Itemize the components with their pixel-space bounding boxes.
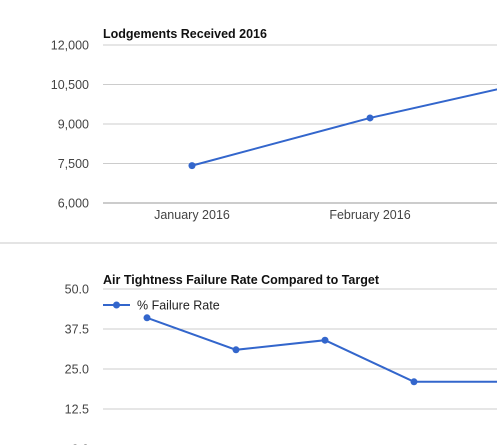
y-tick-label: 37.5 <box>65 323 89 337</box>
x-tick-label: February 2016 <box>329 208 410 222</box>
lodgements-y-axis-labels: 12,000 10,500 9,000 7,500 6,000 <box>51 39 89 211</box>
data-point <box>366 114 374 122</box>
legend-marker-icon <box>113 301 120 309</box>
legend-label-failure-rate: % Failure Rate <box>137 299 220 313</box>
x-tick-label: January 2016 <box>154 208 230 222</box>
lodgements-series <box>188 88 497 170</box>
lodgements-gridlines <box>103 44 497 204</box>
y-tick-label: 12.5 <box>65 403 89 417</box>
air-tightness-gridlines <box>103 288 497 410</box>
data-point <box>232 346 240 354</box>
air-tightness-y-axis-labels: 50.0 37.5 25.0 12.5 0.0 <box>65 283 89 445</box>
air-tightness-chart-title: Air Tightness Failure Rate Compared to T… <box>103 273 380 287</box>
y-tick-label: 6,000 <box>58 197 89 211</box>
lodgements-series-line <box>191 88 497 167</box>
data-point <box>321 336 329 344</box>
air-tightness-chart: 50.0 37.5 25.0 12.5 0.0 Air Tightness Failur… <box>65 273 497 445</box>
data-point <box>143 314 151 322</box>
y-tick-label: 7,500 <box>58 157 89 171</box>
data-point <box>188 162 196 170</box>
y-tick-label: 12,000 <box>51 39 89 53</box>
lodgements-chart-title: Lodgements Received 2016 <box>103 27 267 41</box>
data-point <box>410 378 418 386</box>
y-tick-label: 9,000 <box>58 118 89 132</box>
y-tick-label: 0.0 <box>72 443 89 445</box>
lodgements-chart: 12,000 10,500 9,000 7,500 6,000 January 2016… <box>51 27 497 222</box>
air-tightness-legend: % Failure Rate <box>103 299 220 313</box>
y-tick-label: 25.0 <box>65 363 89 377</box>
y-tick-label: 10,500 <box>51 78 89 92</box>
air-tightness-series <box>143 314 497 386</box>
y-tick-label: 50.0 <box>65 283 89 297</box>
failure-rate-series-line <box>146 316 497 383</box>
